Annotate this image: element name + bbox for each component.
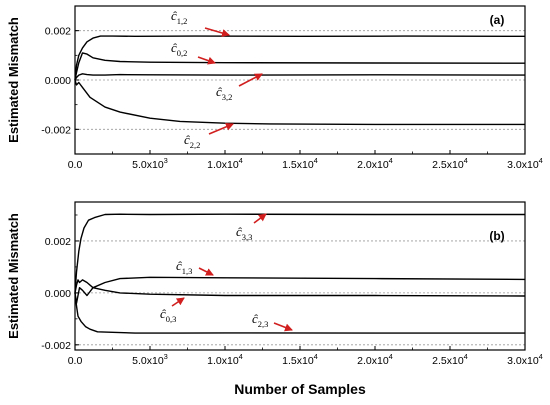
annotation-c02: ĉ0,2 <box>171 40 216 65</box>
annotation-arrow <box>253 213 267 224</box>
x-axis-label: Number of Samples <box>234 381 366 397</box>
x-tick-label: 1.0x104 <box>207 156 243 171</box>
series-line <box>74 73 526 81</box>
y-ticks-a: 0.002 0.000 -0.002 <box>41 5 79 155</box>
annotation-arrow <box>204 27 230 37</box>
y-tick-label: -0.002 <box>41 340 71 352</box>
annotation-c22: ĉ2,2 <box>184 123 234 150</box>
annotation-arrow <box>273 322 293 332</box>
x-ticks-b: 0.0 5.0x103 1.0x104 1.5x104 2.0x104 2.5x104 3.… <box>68 346 543 367</box>
series-line <box>74 279 526 297</box>
x-tick-label: 0.0 <box>68 355 83 367</box>
annotation-c23: ĉ2,3 <box>252 311 293 332</box>
x-tick-label: 5.0x103 <box>132 352 168 367</box>
x-tick-label: 3.0x104 <box>507 156 543 171</box>
series-line <box>74 213 525 293</box>
x-tick-label: 2.0x104 <box>357 352 393 367</box>
x-tick-label: 1.5x104 <box>282 156 318 171</box>
annotation-arrow <box>171 297 185 307</box>
x-tick-label: 2.5x104 <box>432 352 468 367</box>
svg-text:ĉ3,2: ĉ3,2 <box>216 84 232 102</box>
y-axis-label-b: Estimated Mismatch <box>6 213 21 339</box>
svg-text:ĉ2,2: ĉ2,2 <box>184 132 200 150</box>
series-line <box>74 292 525 334</box>
annotation-arrow <box>197 56 216 65</box>
svg-text:ĉ0,2: ĉ0,2 <box>171 40 187 58</box>
y-ticks-b: 0.002 0.000 -0.002 <box>41 214 79 352</box>
x-ticks-a: 0.0 5.0x103 1.0x104 1.5x104 2.0x104 2.5x104 3.… <box>68 150 543 171</box>
series-line <box>74 276 526 304</box>
panel-label-a: (a) <box>490 13 505 27</box>
annotation-c32: ĉ3,2 <box>216 73 263 102</box>
y-tick-label: 0.002 <box>45 26 71 38</box>
annotation-c33: ĉ3,3 <box>236 213 267 242</box>
reference-lines-b <box>75 240 525 346</box>
annotation-arrow <box>238 73 263 87</box>
series-group-a <box>74 35 526 126</box>
svg-text:ĉ0,3: ĉ0,3 <box>160 306 176 324</box>
y-tick-label: -0.002 <box>41 124 71 136</box>
annotation-c03: ĉ0,3 <box>160 297 185 324</box>
panel-a: 0.002 0.000 -0.002 0.0 5.0x103 1.0x104 1.5x10… <box>6 5 543 171</box>
reference-lines-a <box>75 30 525 130</box>
x-tick-label: 5.0x103 <box>132 156 168 171</box>
panel-b: 0.002 0.000 -0.002 0.0 5.0x103 1.0x104 1.5x10… <box>6 201 543 397</box>
x-tick-label: 2.0x104 <box>357 156 393 171</box>
y-tick-label: 0.000 <box>45 288 71 300</box>
y-tick-label: 0.000 <box>45 75 71 87</box>
x-tick-label: 1.5x104 <box>282 352 318 367</box>
svg-text:ĉ1,3: ĉ1,3 <box>176 258 192 276</box>
annotation-c12: ĉ1,2 <box>171 8 230 37</box>
y-tick-label: 0.002 <box>45 236 71 248</box>
annotation-c13: ĉ1,3 <box>176 258 214 276</box>
svg-text:ĉ1,2: ĉ1,2 <box>171 8 187 26</box>
series-line <box>74 35 526 81</box>
annotation-arrow <box>198 267 214 276</box>
y-axis-label-a: Estimated Mismatch <box>6 17 21 143</box>
series-group-b <box>74 213 526 334</box>
series-line <box>74 52 526 81</box>
series-line <box>74 79 525 126</box>
x-tick-label: 2.5x104 <box>432 156 468 171</box>
annotation-arrow <box>208 123 234 135</box>
x-tick-label: 0.0 <box>68 159 83 171</box>
svg-text:ĉ2,3: ĉ2,3 <box>252 311 268 329</box>
x-tick-label: 1.0x104 <box>207 352 243 367</box>
x-tick-label: 3.0x104 <box>507 352 543 367</box>
svg-text:ĉ3,3: ĉ3,3 <box>236 224 252 242</box>
plot-frame-b <box>74 201 526 351</box>
panel-label-b: (b) <box>489 229 504 243</box>
